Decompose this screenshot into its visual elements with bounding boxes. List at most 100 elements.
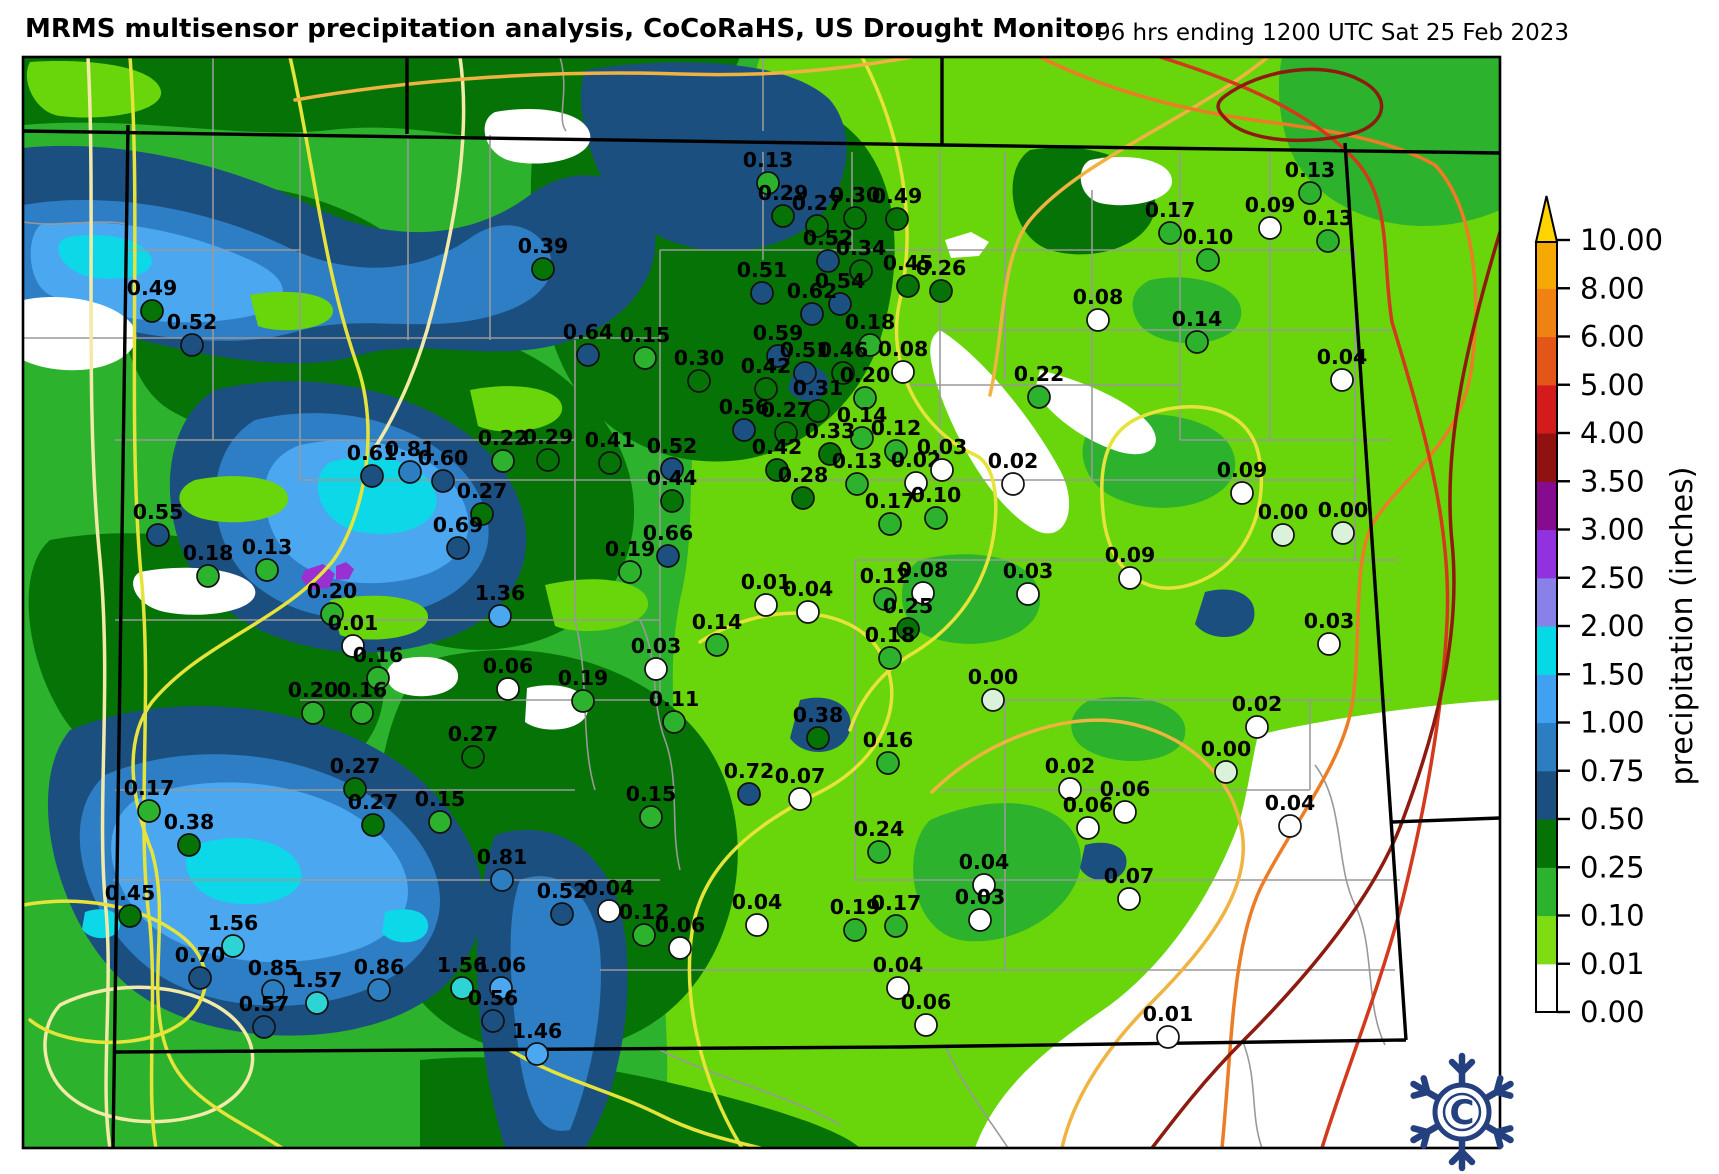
station-label: 0.03 xyxy=(955,885,1006,909)
station-label: 0.18 xyxy=(183,541,234,565)
station-label: 0.04 xyxy=(783,577,834,601)
logo-monogram: C xyxy=(1450,1093,1475,1133)
station-label: 0.18 xyxy=(865,623,916,647)
station-label: 0.45 xyxy=(105,881,156,905)
colorbar-tick-label: 0.00 xyxy=(1580,995,1645,1029)
station-label: 0.15 xyxy=(626,782,677,806)
station-label: 0.20 xyxy=(288,678,339,702)
station-label: 0.02 xyxy=(1045,754,1096,778)
station-label: 0.17 xyxy=(1145,198,1196,222)
station-label: 0.31 xyxy=(793,376,844,400)
colorbar-tick-label: 1.50 xyxy=(1580,657,1645,691)
station-label: 0.51 xyxy=(737,258,788,282)
station-label: 0.16 xyxy=(353,643,404,667)
station-label: 0.41 xyxy=(585,428,636,452)
station-label: 0.27 xyxy=(348,790,399,814)
station-label: 0.04 xyxy=(873,953,924,977)
station-label: 1.46 xyxy=(512,1019,563,1043)
station-label: 0.27 xyxy=(457,479,508,503)
station-label: 0.04 xyxy=(959,850,1010,874)
station-label: 1.06 xyxy=(476,953,527,977)
station-label: 0.20 xyxy=(840,363,891,387)
colorbar-tick-label: 8.00 xyxy=(1580,271,1645,305)
station-label: 0.28 xyxy=(778,463,829,487)
station-label: 0.38 xyxy=(164,810,215,834)
station-label: 0.27 xyxy=(761,398,812,422)
station-label: 0.14 xyxy=(692,610,743,634)
colorbar-over-arrow xyxy=(1536,196,1557,242)
station-label: 0.04 xyxy=(1265,791,1316,815)
station-label: 0.18 xyxy=(845,310,896,334)
station-label: 0.42 xyxy=(741,354,792,378)
station-label: 1.56 xyxy=(208,911,259,935)
station-label: 0.22 xyxy=(478,426,529,450)
station-label: 0.46 xyxy=(818,338,869,362)
station-label: 0.85 xyxy=(248,956,299,980)
station-label: 0.01 xyxy=(328,611,379,635)
station-label: 0.17 xyxy=(871,891,922,915)
station-label: 0.33 xyxy=(805,419,856,443)
station-label: 0.29 xyxy=(523,425,574,449)
station-label: 0.13 xyxy=(832,449,883,473)
station-label: 0.00 xyxy=(1201,737,1252,761)
station-label: 0.03 xyxy=(631,634,682,658)
station-label: 0.42 xyxy=(752,435,803,459)
station-label: 0.01 xyxy=(1143,1002,1194,1026)
colorbar-tick-label: 6.00 xyxy=(1580,320,1645,354)
station-label: 0.20 xyxy=(307,579,358,603)
station-label: 0.06 xyxy=(483,654,534,678)
station-label: 0.03 xyxy=(917,435,968,459)
station-label: 0.03 xyxy=(1304,609,1355,633)
station-label: 0.10 xyxy=(1183,225,1234,249)
station-label: 0.19 xyxy=(605,537,656,561)
station-label: 0.44 xyxy=(647,466,698,490)
station-label: 0.52 xyxy=(537,879,588,903)
station-label: 0.13 xyxy=(743,148,794,172)
station-label: 0.55 xyxy=(133,500,184,524)
station-label: 0.08 xyxy=(1073,285,1124,309)
station-label: 0.25 xyxy=(883,594,934,618)
station-label: 0.13 xyxy=(1285,158,1336,182)
colorbar-tick-label: 3.00 xyxy=(1580,513,1645,547)
colorbar-tick-label: 1.00 xyxy=(1580,706,1645,740)
station-label: 0.13 xyxy=(242,535,293,559)
station-label: 0.72 xyxy=(724,759,775,783)
station-label: 0.24 xyxy=(854,817,905,841)
station-label: 0.00 xyxy=(1318,498,1369,522)
colorbar-tick-label: 0.75 xyxy=(1580,754,1645,788)
station-label: 0.19 xyxy=(558,666,609,690)
station-label: 0.02 xyxy=(988,449,1039,473)
station-label: 0.03 xyxy=(1003,559,1054,583)
station-label: 0.57 xyxy=(239,992,290,1016)
station-label: 0.15 xyxy=(415,787,466,811)
station-label: 0.11 xyxy=(649,687,700,711)
station-label: 0.26 xyxy=(916,256,967,280)
station-label: 0.69 xyxy=(433,513,484,537)
station-label: 0.16 xyxy=(863,728,914,752)
station-label: 0.00 xyxy=(968,665,1019,689)
station-label: 0.27 xyxy=(448,722,499,746)
station-label: 0.39 xyxy=(518,234,569,258)
station-label: 0.22 xyxy=(1014,362,1065,386)
precipitation-map: 0.130.290.270.300.490.520.340.450.260.51… xyxy=(0,0,1719,1174)
station-label: 0.00 xyxy=(1258,500,1309,524)
station-label: 0.06 xyxy=(1063,793,1114,817)
station-label: 1.57 xyxy=(292,968,343,992)
station-label: 0.12 xyxy=(871,416,922,440)
station-label: 0.15 xyxy=(620,323,671,347)
station-label: 0.02 xyxy=(1232,692,1283,716)
precip-axis-label: precipitation (inches) xyxy=(1665,467,1700,786)
station-label: 0.56 xyxy=(468,986,519,1010)
station-label: 0.08 xyxy=(898,558,949,582)
station-label: 0.52 xyxy=(647,434,698,458)
colorbar-tick-label: 2.50 xyxy=(1580,561,1645,595)
station-label: 0.64 xyxy=(563,320,614,344)
station-label: 1.36 xyxy=(475,581,526,605)
station-label: 0.52 xyxy=(167,310,218,334)
station-label: 0.09 xyxy=(1105,543,1156,567)
station-label: 0.06 xyxy=(655,913,706,937)
station-label: 0.07 xyxy=(1104,864,1155,888)
colorbar-tick-label: 2.00 xyxy=(1580,609,1645,643)
station-label: 0.09 xyxy=(1245,193,1296,217)
station-label: 0.08 xyxy=(878,337,929,361)
